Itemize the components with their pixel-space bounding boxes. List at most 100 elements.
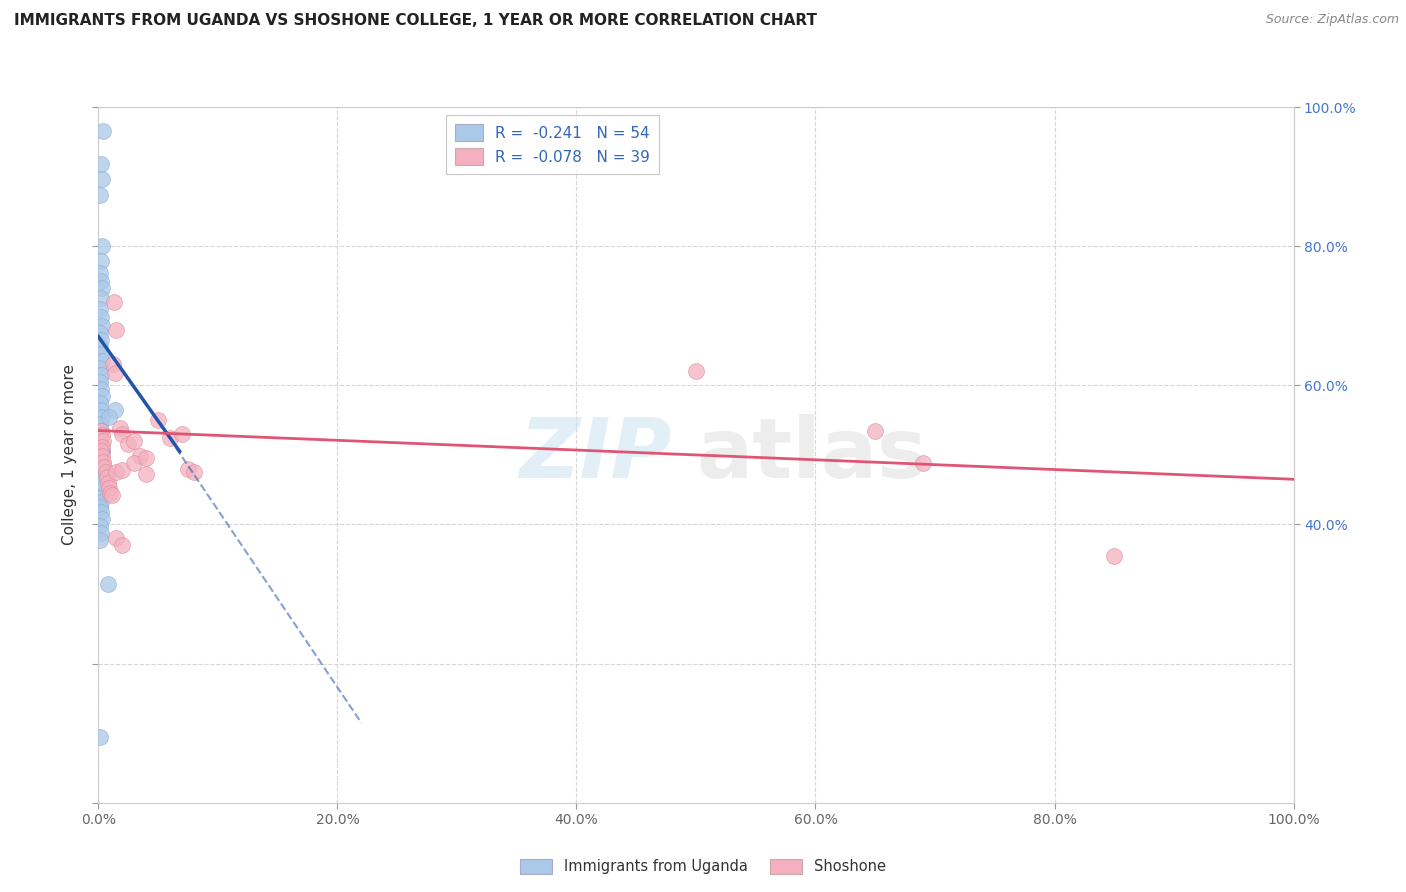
Point (105, 532, 128, 546)
Point (89, 375, 111, 389)
Point (89, 396, 111, 410)
Point (89, 451, 111, 466)
Point (89, 519, 111, 533)
Point (100, 488, 122, 502)
Point (90, 444, 112, 458)
Point (90, 382, 112, 396)
Point (91, 354, 114, 368)
Point (91, 319, 114, 334)
Point (89, 340, 111, 354)
Y-axis label: College, 1 year or more: College, 1 year or more (62, 365, 77, 545)
Point (135, 467, 157, 482)
Point (108, 421, 131, 435)
Point (105, 466, 128, 480)
Point (96, 470, 118, 484)
Point (90, 254, 112, 268)
Point (91, 444, 114, 458)
Point (863, 424, 887, 438)
Point (89, 462, 111, 476)
Point (89, 451, 111, 466)
Point (177, 462, 200, 476)
Point (97, 576, 120, 591)
Point (90, 505, 112, 519)
Point (91, 444, 114, 458)
Point (1102, 549, 1125, 563)
Point (159, 431, 181, 445)
Point (91, 409, 114, 424)
Point (911, 456, 934, 470)
Point (90, 402, 112, 417)
Point (91, 172, 114, 186)
Point (89, 326, 111, 340)
Point (90, 483, 112, 497)
Point (91, 281, 114, 295)
Point (91, 475, 114, 490)
Point (90, 368, 112, 382)
Point (89, 533, 111, 547)
Point (101, 358, 124, 372)
Text: atlas: atlas (696, 415, 927, 495)
Point (111, 538, 134, 552)
Point (104, 366, 127, 380)
Point (89, 466, 111, 480)
Point (90, 310, 112, 325)
Point (98, 409, 121, 424)
Point (117, 437, 139, 451)
Point (89, 360, 111, 375)
Point (172, 427, 194, 442)
Point (89, 266, 111, 280)
Point (90, 424, 112, 438)
Point (93, 460, 115, 475)
Point (89, 500, 111, 514)
Point (129, 450, 152, 464)
Text: IMMIGRANTS FROM UGANDA VS SHOSHONE COLLEGE, 1 YEAR OR MORE CORRELATION CHART: IMMIGRANTS FROM UGANDA VS SHOSHONE COLLE… (14, 13, 817, 29)
Point (90, 333, 112, 347)
Point (90, 291, 112, 305)
Point (90, 459, 112, 474)
Point (91, 512, 114, 526)
Point (91, 389, 114, 403)
Point (90, 437, 112, 451)
Point (124, 434, 146, 448)
Point (98, 486, 122, 500)
Point (90, 157, 112, 171)
Point (91, 124, 114, 138)
Point (89, 188, 111, 202)
Point (89, 417, 111, 431)
Point (685, 364, 707, 378)
Point (90, 495, 112, 509)
Point (91, 455, 114, 469)
Point (90, 424, 112, 438)
Point (148, 413, 170, 427)
Point (89, 431, 111, 445)
Point (91, 428, 114, 442)
Point (91, 434, 114, 448)
Point (98, 481, 121, 495)
Point (111, 427, 134, 442)
Point (105, 323, 128, 337)
Point (90, 455, 112, 469)
Legend: Immigrants from Uganda, Shoshone: Immigrants from Uganda, Shoshone (515, 853, 891, 880)
Point (89, 475, 111, 490)
Legend: R =  -0.241   N = 54, R =  -0.078   N = 39: R = -0.241 N = 54, R = -0.078 N = 39 (446, 115, 659, 175)
Point (91, 239, 114, 253)
Point (104, 402, 127, 417)
Point (90, 468, 112, 483)
Text: ZIP: ZIP (519, 415, 672, 495)
Point (91, 440, 114, 454)
Point (124, 456, 146, 470)
Point (89, 301, 111, 316)
Point (183, 466, 205, 480)
Point (97, 475, 120, 490)
Point (91, 450, 114, 464)
Point (90, 274, 112, 288)
Point (89, 490, 111, 504)
Text: Source: ZipAtlas.com: Source: ZipAtlas.com (1265, 13, 1399, 27)
Point (90, 347, 112, 361)
Point (135, 451, 157, 466)
Point (90, 525, 112, 540)
Point (103, 294, 125, 309)
Point (89, 730, 111, 744)
Point (94, 466, 117, 480)
Point (111, 463, 134, 477)
